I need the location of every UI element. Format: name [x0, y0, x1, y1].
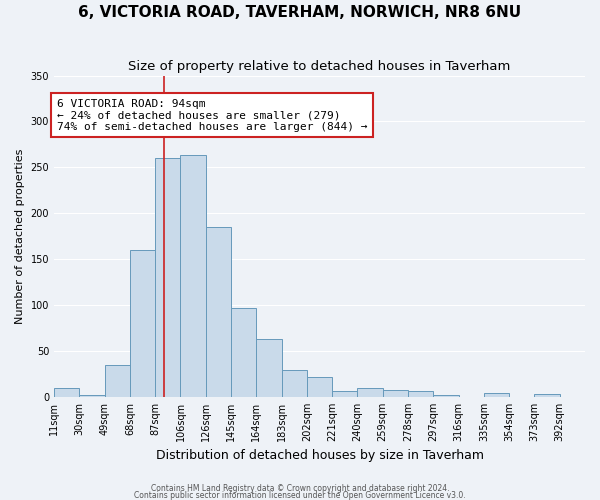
Bar [54, 388, 79, 397]
Bar [256, 339, 281, 397]
X-axis label: Distribution of detached houses by size in Taverham: Distribution of detached houses by size … [155, 450, 484, 462]
Bar [307, 376, 332, 397]
Bar [181, 156, 206, 397]
Bar [231, 308, 256, 397]
Bar [332, 392, 358, 397]
Bar [79, 395, 104, 397]
Bar [408, 392, 433, 397]
Bar [535, 394, 560, 397]
Bar [206, 227, 231, 397]
Bar [383, 390, 408, 397]
Text: 6 VICTORIA ROAD: 94sqm
← 24% of detached houses are smaller (279)
74% of semi-de: 6 VICTORIA ROAD: 94sqm ← 24% of detached… [56, 98, 367, 132]
Bar [484, 394, 509, 397]
Text: Contains public sector information licensed under the Open Government Licence v3: Contains public sector information licen… [134, 491, 466, 500]
Bar [281, 370, 307, 397]
Bar [104, 365, 130, 397]
Bar [130, 250, 155, 397]
Bar [358, 388, 383, 397]
Bar [433, 395, 458, 397]
Y-axis label: Number of detached properties: Number of detached properties [15, 148, 25, 324]
Bar [155, 158, 181, 397]
Title: Size of property relative to detached houses in Taverham: Size of property relative to detached ho… [128, 60, 511, 73]
Text: Contains HM Land Registry data © Crown copyright and database right 2024.: Contains HM Land Registry data © Crown c… [151, 484, 449, 493]
Text: 6, VICTORIA ROAD, TAVERHAM, NORWICH, NR8 6NU: 6, VICTORIA ROAD, TAVERHAM, NORWICH, NR8… [79, 5, 521, 20]
